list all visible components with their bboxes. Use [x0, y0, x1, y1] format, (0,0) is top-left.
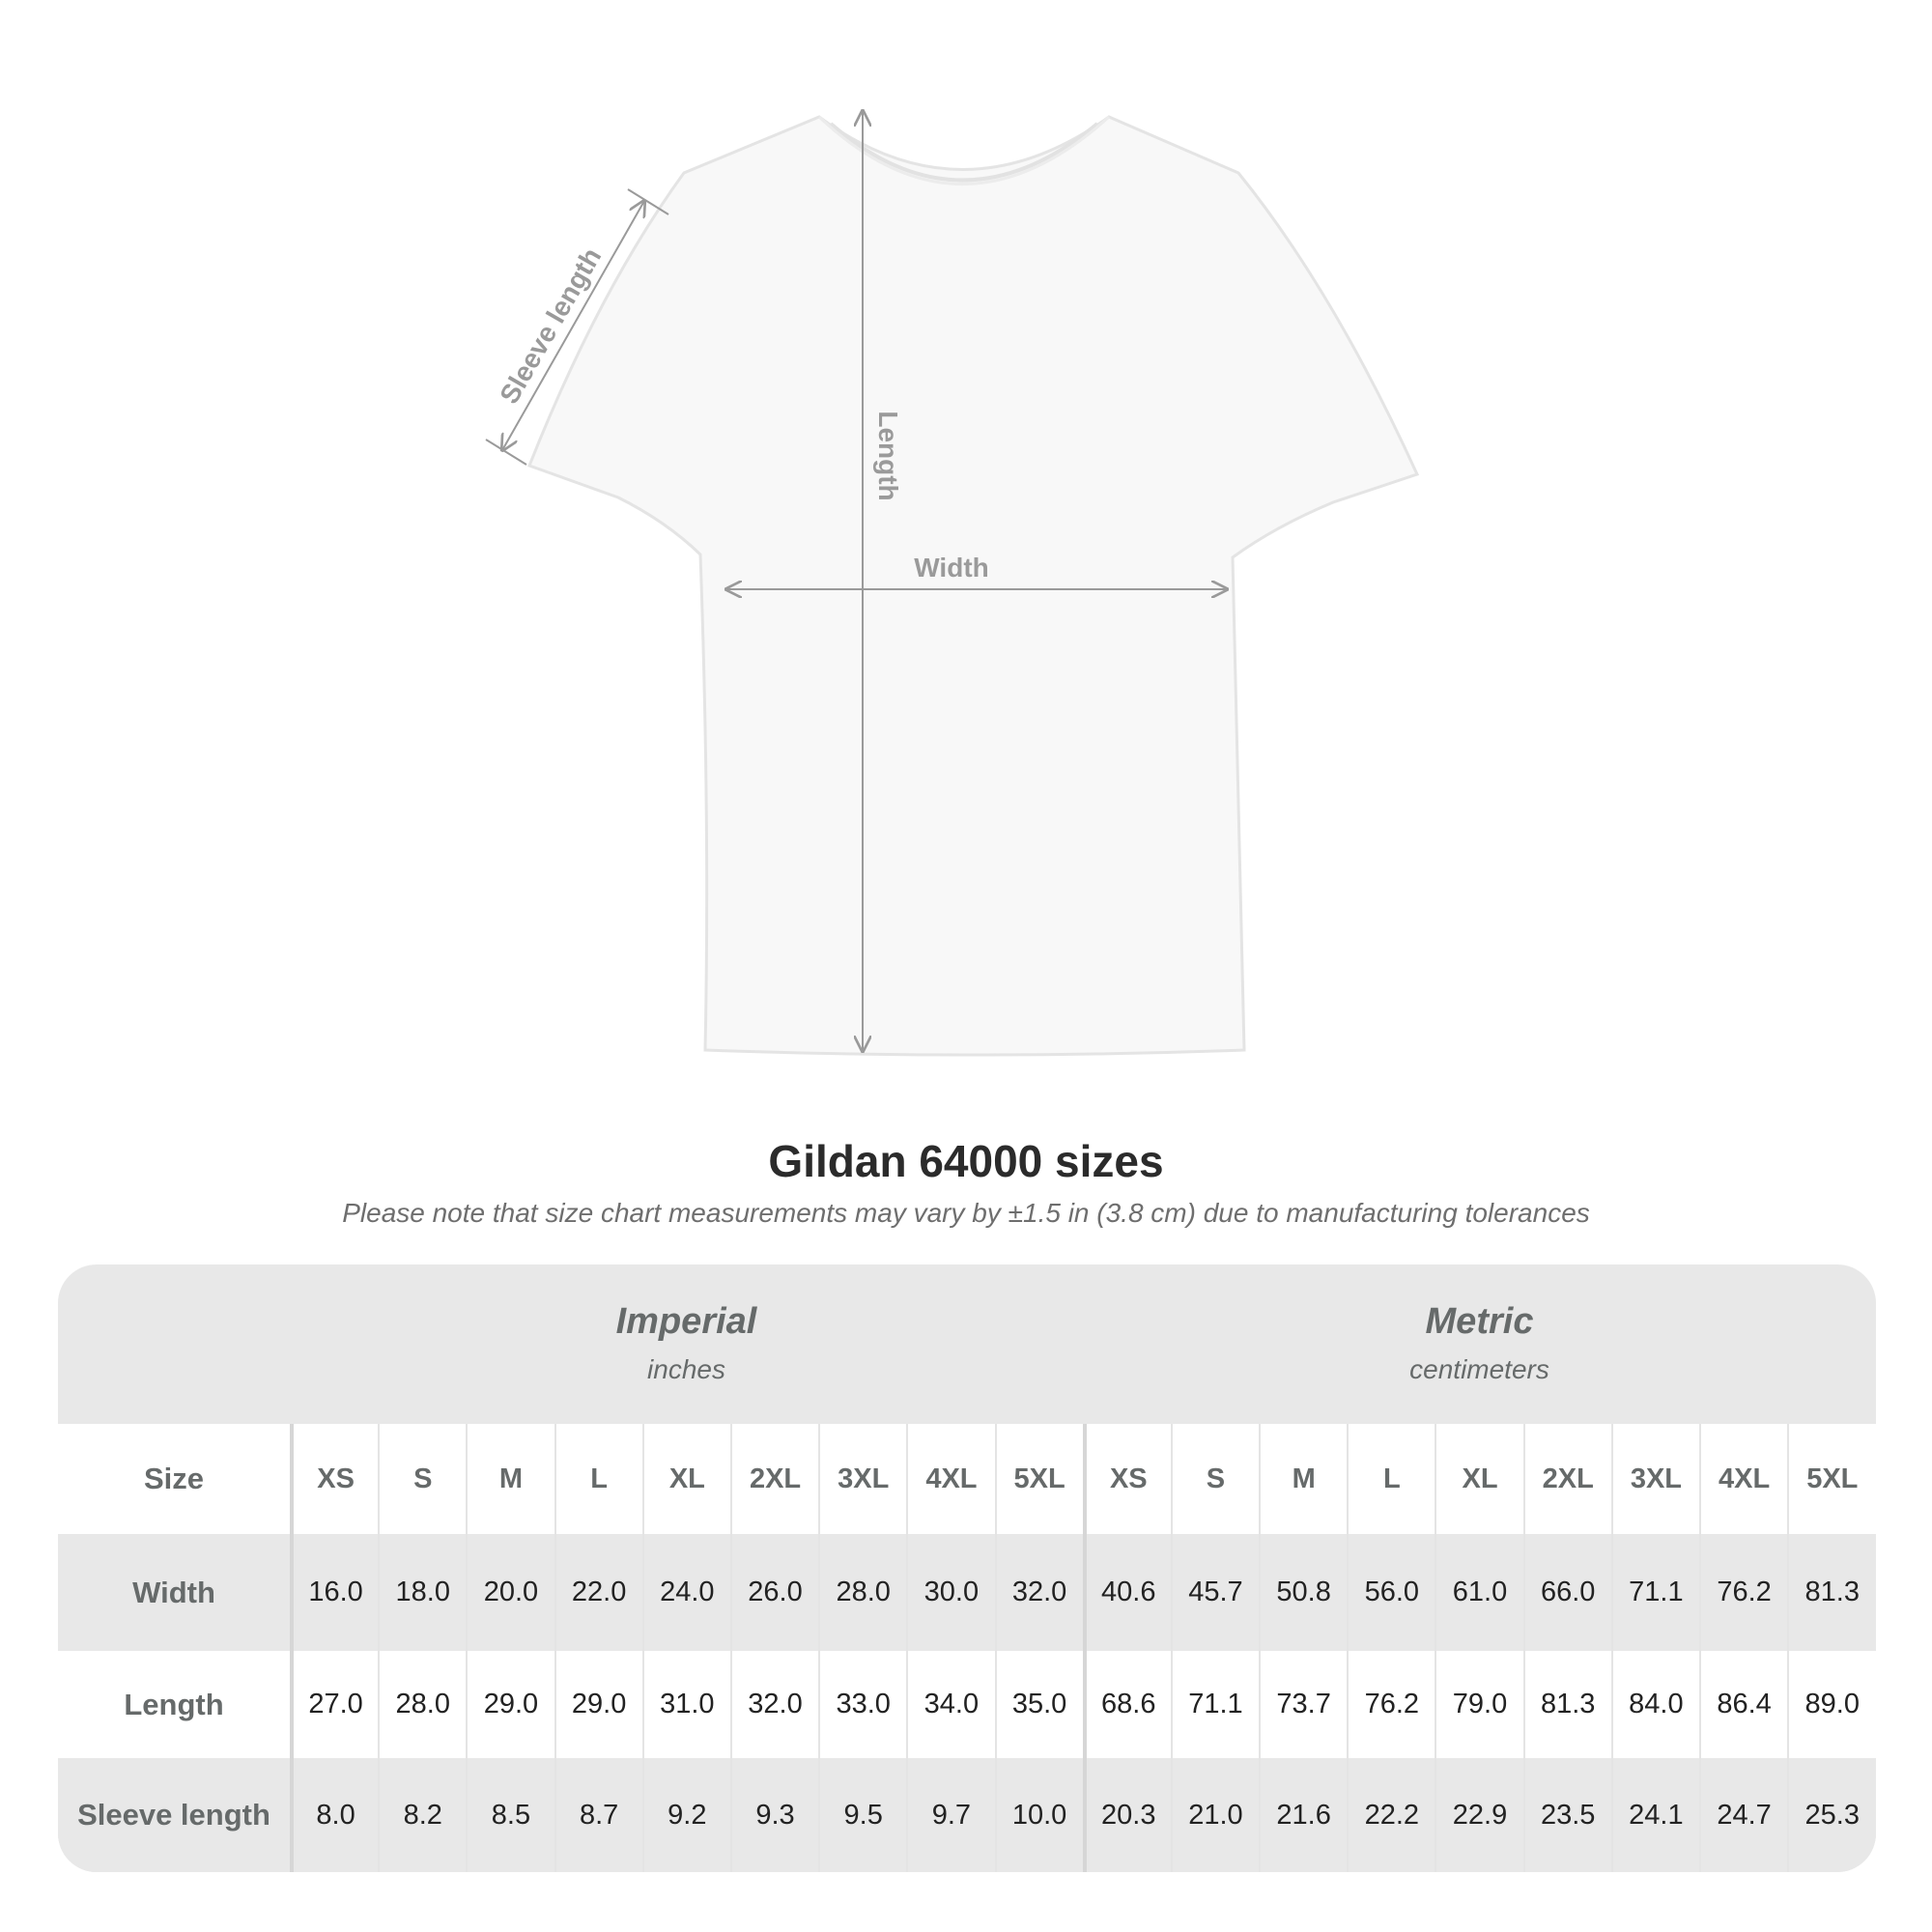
value-cell: 30.0: [906, 1534, 994, 1651]
tshirt-diagram: Length Width Sleeve length: [485, 0, 1420, 1057]
value-cell: 22.0: [554, 1534, 642, 1651]
value-cell: 40.6: [1082, 1534, 1171, 1651]
table-row: Length 27.0 28.0 29.0 29.0 31.0 32.0 33.0 34.0 35…: [58, 1651, 1876, 1758]
value-cell: 45.7: [1170, 1534, 1259, 1651]
value-cell: 21.6: [1259, 1758, 1347, 1872]
imperial-label: Imperial: [615, 1301, 757, 1342]
size-header-cell: S: [378, 1424, 466, 1534]
sleeve-tick-bottom: [485, 439, 527, 466]
tshirt-shape: [527, 115, 1420, 1057]
value-cell: 71.1: [1610, 1534, 1699, 1651]
value-cell: 10.0: [994, 1758, 1083, 1872]
value-cell: 61.0: [1435, 1534, 1522, 1651]
size-header-cell: XL: [1435, 1424, 1522, 1534]
value-cell: 56.0: [1347, 1534, 1435, 1651]
value-cell: 9.3: [729, 1758, 818, 1872]
value-cell: 76.2: [1699, 1534, 1787, 1651]
metric-unit: centimeters: [1409, 1354, 1549, 1384]
size-header-cell: 2XL: [1522, 1424, 1611, 1534]
value-cell: 9.7: [906, 1758, 994, 1872]
length-label: Length: [873, 411, 903, 500]
value-cell: 8.5: [466, 1758, 554, 1872]
value-cell: 81.3: [1787, 1534, 1875, 1651]
row-label: Size: [143, 1462, 205, 1495]
value-cell: 23.5: [1522, 1758, 1611, 1872]
metric-label: Metric: [1425, 1301, 1534, 1342]
size-header-cell: 4XL: [906, 1424, 994, 1534]
size-header-cell: 4XL: [1699, 1424, 1787, 1534]
value-cell: 24.7: [1699, 1758, 1787, 1872]
size-header-cell: 3XL: [818, 1424, 906, 1534]
value-cell: 35.0: [994, 1651, 1083, 1758]
value-cell: 25.3: [1787, 1758, 1875, 1872]
value-cell: 71.1: [1170, 1651, 1259, 1758]
sleeve-arrow: [502, 201, 644, 450]
size-header-cell: L: [1347, 1424, 1435, 1534]
value-cell: 27.0: [290, 1651, 378, 1758]
row-label: Sleeve length: [77, 1798, 270, 1832]
value-cell: 24.0: [641, 1534, 730, 1651]
value-cell: 81.3: [1522, 1651, 1611, 1758]
page-title: Gildan 64000 sizes: [768, 1136, 1164, 1186]
row-label: Length: [124, 1687, 224, 1721]
size-header-cell: 5XL: [994, 1424, 1083, 1534]
size-header-cell: 3XL: [1610, 1424, 1699, 1534]
tolerance-note: Please note that size chart measurements…: [342, 1198, 1590, 1228]
value-cell: 34.0: [906, 1651, 994, 1758]
value-cell: 9.5: [818, 1758, 906, 1872]
value-cell: 76.2: [1347, 1651, 1435, 1758]
value-cell: 22.9: [1435, 1758, 1522, 1872]
value-cell: 68.6: [1082, 1651, 1171, 1758]
value-cell: 18.0: [378, 1534, 466, 1651]
value-cell: 86.4: [1699, 1651, 1787, 1758]
size-header-cell: 5XL: [1787, 1424, 1875, 1534]
value-cell: 8.7: [554, 1758, 642, 1872]
value-cell: 21.0: [1170, 1758, 1259, 1872]
imperial-header: Imperial inches: [290, 1264, 1083, 1424]
size-header-cell: L: [554, 1424, 642, 1534]
width-label: Width: [914, 553, 989, 582]
value-cell: 79.0: [1435, 1651, 1522, 1758]
value-cell: 16.0: [290, 1534, 378, 1651]
size-header-cell: 2XL: [729, 1424, 818, 1534]
size-header-cell: S: [1170, 1424, 1259, 1534]
value-cell: 9.2: [641, 1758, 730, 1872]
value-cell: 28.0: [378, 1651, 466, 1758]
size-header-cell: XS: [1082, 1424, 1171, 1534]
size-header-cell: XL: [641, 1424, 730, 1534]
value-cell: 20.0: [466, 1534, 554, 1651]
value-cell: 29.0: [466, 1651, 554, 1758]
value-cell: 28.0: [818, 1534, 906, 1651]
value-cell: 33.0: [818, 1651, 906, 1758]
table-row: Width 16.0 18.0 20.0 22.0 24.0 26.0 28.0 30.0 32.…: [58, 1534, 1876, 1651]
value-cell: 22.2: [1347, 1758, 1435, 1872]
size-row: Size XS S M L XL 2XL 3XL 4XL 5XL XS S M L XL 2XL 3XL 4XL 5…: [58, 1424, 1876, 1534]
value-cell: 32.0: [994, 1534, 1083, 1651]
value-cell: 89.0: [1787, 1651, 1875, 1758]
size-table: Imperial inches Metric centimeters Size X…: [58, 1264, 1876, 1872]
value-cell: 26.0: [729, 1534, 818, 1651]
value-cell: 31.0: [641, 1651, 730, 1758]
value-cell: 32.0: [729, 1651, 818, 1758]
table-row: Sleeve length 8.0 8.2 8.5 8.7 9.2 9.3 9.5 9.7 10.…: [58, 1758, 1876, 1872]
value-cell: 29.0: [554, 1651, 642, 1758]
value-cell: 73.7: [1259, 1651, 1347, 1758]
size-header-cell: M: [1259, 1424, 1347, 1534]
metric-header: Metric centimeters: [1083, 1264, 1876, 1424]
value-cell: 84.0: [1610, 1651, 1699, 1758]
imperial-unit: inches: [647, 1354, 725, 1384]
value-cell: 24.1: [1610, 1758, 1699, 1872]
size-header-cell: M: [466, 1424, 554, 1534]
row-label: Width: [132, 1575, 215, 1609]
value-cell: 66.0: [1522, 1534, 1611, 1651]
value-cell: 50.8: [1259, 1534, 1347, 1651]
size-header-cell: XS: [290, 1424, 378, 1534]
value-cell: 8.0: [290, 1758, 378, 1872]
value-cell: 20.3: [1082, 1758, 1171, 1872]
value-cell: 8.2: [378, 1758, 466, 1872]
sleeve-tick-top: [627, 188, 669, 215]
